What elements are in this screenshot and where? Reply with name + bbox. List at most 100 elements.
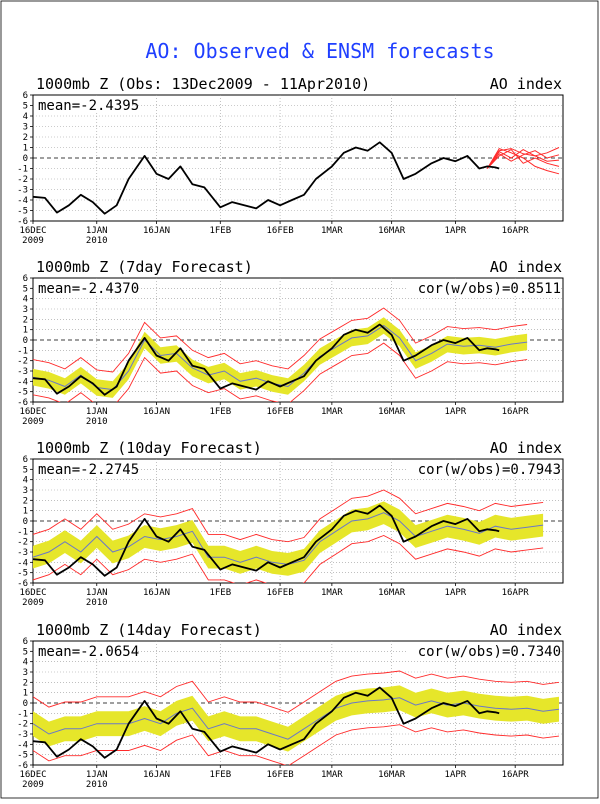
x-tick-label: 16JAN [143, 407, 170, 417]
forecast-member-line-2 [486, 148, 560, 169]
y-tick-label: 5 [23, 465, 28, 475]
x-tick-label: 1FEB [209, 407, 231, 417]
y-tick-label: 1 [23, 689, 28, 699]
x-tick-label: 16APR [502, 226, 530, 236]
x-tick-year: 2009 [22, 780, 44, 790]
observed-ao-line [33, 323, 500, 396]
x-tick-year: 2010 [86, 780, 108, 790]
plot-area [33, 141, 560, 215]
ensemble-spread-band [33, 317, 528, 398]
x-tick-label: 1JAN [86, 226, 108, 236]
y-tick-label: -4 [17, 196, 28, 206]
panel-title: 1000mb Z (Obs: 13Dec2009 - 11Apr2010) [36, 75, 370, 93]
observed-ao-line [33, 141, 500, 215]
correlation-label: cor(w/obs)=0.7943 [418, 462, 561, 478]
x-tick-label: 16APR [502, 770, 530, 780]
panel-right-title: AO index [490, 75, 562, 93]
chart-panel-4: 1000mb Z (14day Forecast) AO index 6543210… [17, 621, 564, 790]
mean-label-bg [35, 461, 131, 477]
y-tick-label: 1 [23, 507, 28, 517]
x-tick-label: 16FEB [267, 407, 294, 417]
figure-title: AO: Observed & ENSM forecasts [145, 39, 494, 63]
panel-title: 1000mb Z (10day Forecast) [36, 439, 262, 457]
x-tick-label: 1MAR [321, 407, 343, 417]
mean-label-bg [35, 280, 131, 296]
x-tick-label: 1FEB [209, 588, 231, 598]
y-tick-label: -4 [17, 740, 28, 750]
x-tick-year: 2009 [22, 236, 44, 246]
y-tick-label: -3 [17, 367, 28, 377]
x-tick-label: 16MAR [378, 770, 406, 780]
plot-area [33, 489, 544, 583]
y-tick-label: -2 [17, 357, 28, 367]
y-tick-label: 3 [23, 486, 28, 496]
y-tick-label: 2 [23, 133, 28, 143]
correlation-label-bg [407, 280, 561, 296]
y-tick-label: -5 [17, 207, 28, 217]
y-tick-label: -6 [17, 398, 28, 408]
y-tick-label: -4 [17, 377, 28, 387]
y-tick-label: -3 [17, 186, 28, 196]
ensemble-lower-bound-line [33, 724, 560, 765]
x-tick-label: 1JAN [86, 407, 108, 417]
x-tick-year: 2009 [22, 417, 44, 427]
y-tick-label: 1 [23, 144, 28, 154]
x-tick-year: 2009 [22, 598, 44, 608]
chart-panel-1: 1000mb Z (Obs: 13Dec2009 - 11Apr2010) AO … [17, 75, 564, 246]
y-tick-label: -6 [17, 761, 28, 771]
y-tick-label: -1 [17, 165, 28, 175]
ensemble-lower-bound-line [33, 342, 528, 402]
panel-right-title: AO index [490, 439, 562, 457]
y-tick-label: 0 [23, 154, 28, 164]
correlation-label: cor(w/obs)=0.8511 [418, 281, 561, 297]
correlation-label-bg [407, 461, 561, 477]
chart-panel-2: 1000mb Z (7day Forecast) AO index6543210-… [17, 258, 564, 427]
y-tick-label: 6 [23, 274, 28, 284]
observed-ao-line [33, 504, 500, 577]
ensemble-lower-bound-line [33, 535, 544, 583]
y-tick-label: -4 [17, 558, 28, 568]
x-tick-label: 1APR [445, 588, 467, 598]
y-tick-label: -3 [17, 548, 28, 558]
y-tick-label: -6 [17, 579, 28, 589]
x-tick-label: 16DEC [19, 226, 46, 236]
y-tick-label: -1 [17, 346, 28, 356]
x-tick-label: 16FEB [267, 226, 294, 236]
mean-label-bg [35, 97, 131, 113]
y-tick-label: 6 [23, 91, 28, 101]
forecast-member-line-1 [486, 147, 560, 169]
mean-label: mean=-2.4395 [38, 98, 139, 114]
mean-label: mean=-2.4370 [38, 281, 139, 297]
x-tick-label: 1APR [445, 407, 467, 417]
y-tick-label: 4 [23, 295, 28, 305]
x-tick-label: 1FEB [209, 226, 231, 236]
x-tick-label: 1MAR [321, 226, 343, 236]
x-tick-label: 16DEC [19, 588, 46, 598]
x-tick-label: 16APR [502, 407, 530, 417]
y-tick-label: -1 [17, 527, 28, 537]
ensemble-spread-band [33, 501, 544, 576]
y-tick-label: 0 [23, 517, 28, 527]
ensemble-upper-bound-line [33, 489, 544, 543]
ensemble-upper-bound-line [33, 307, 528, 373]
mean-label-bg [35, 643, 131, 659]
y-tick-label: 4 [23, 658, 28, 668]
x-tick-label: 16FEB [267, 770, 294, 780]
x-tick-label: 1FEB [209, 770, 231, 780]
x-tick-label: 16DEC [19, 770, 46, 780]
x-tick-label: 16MAR [378, 588, 406, 598]
panel-title: 1000mb Z (14day Forecast) [36, 621, 262, 639]
x-tick-label: 16JAN [143, 588, 170, 598]
x-tick-year: 2010 [86, 598, 108, 608]
y-tick-label: -2 [17, 538, 28, 548]
panel-right-title: AO index [490, 621, 562, 639]
y-tick-label: 4 [23, 112, 28, 122]
y-tick-label: 3 [23, 123, 28, 133]
x-tick-label: 16JAN [143, 770, 170, 780]
x-tick-label: 1APR [445, 770, 467, 780]
y-tick-label: 0 [23, 699, 28, 709]
y-tick-label: 6 [23, 455, 28, 465]
